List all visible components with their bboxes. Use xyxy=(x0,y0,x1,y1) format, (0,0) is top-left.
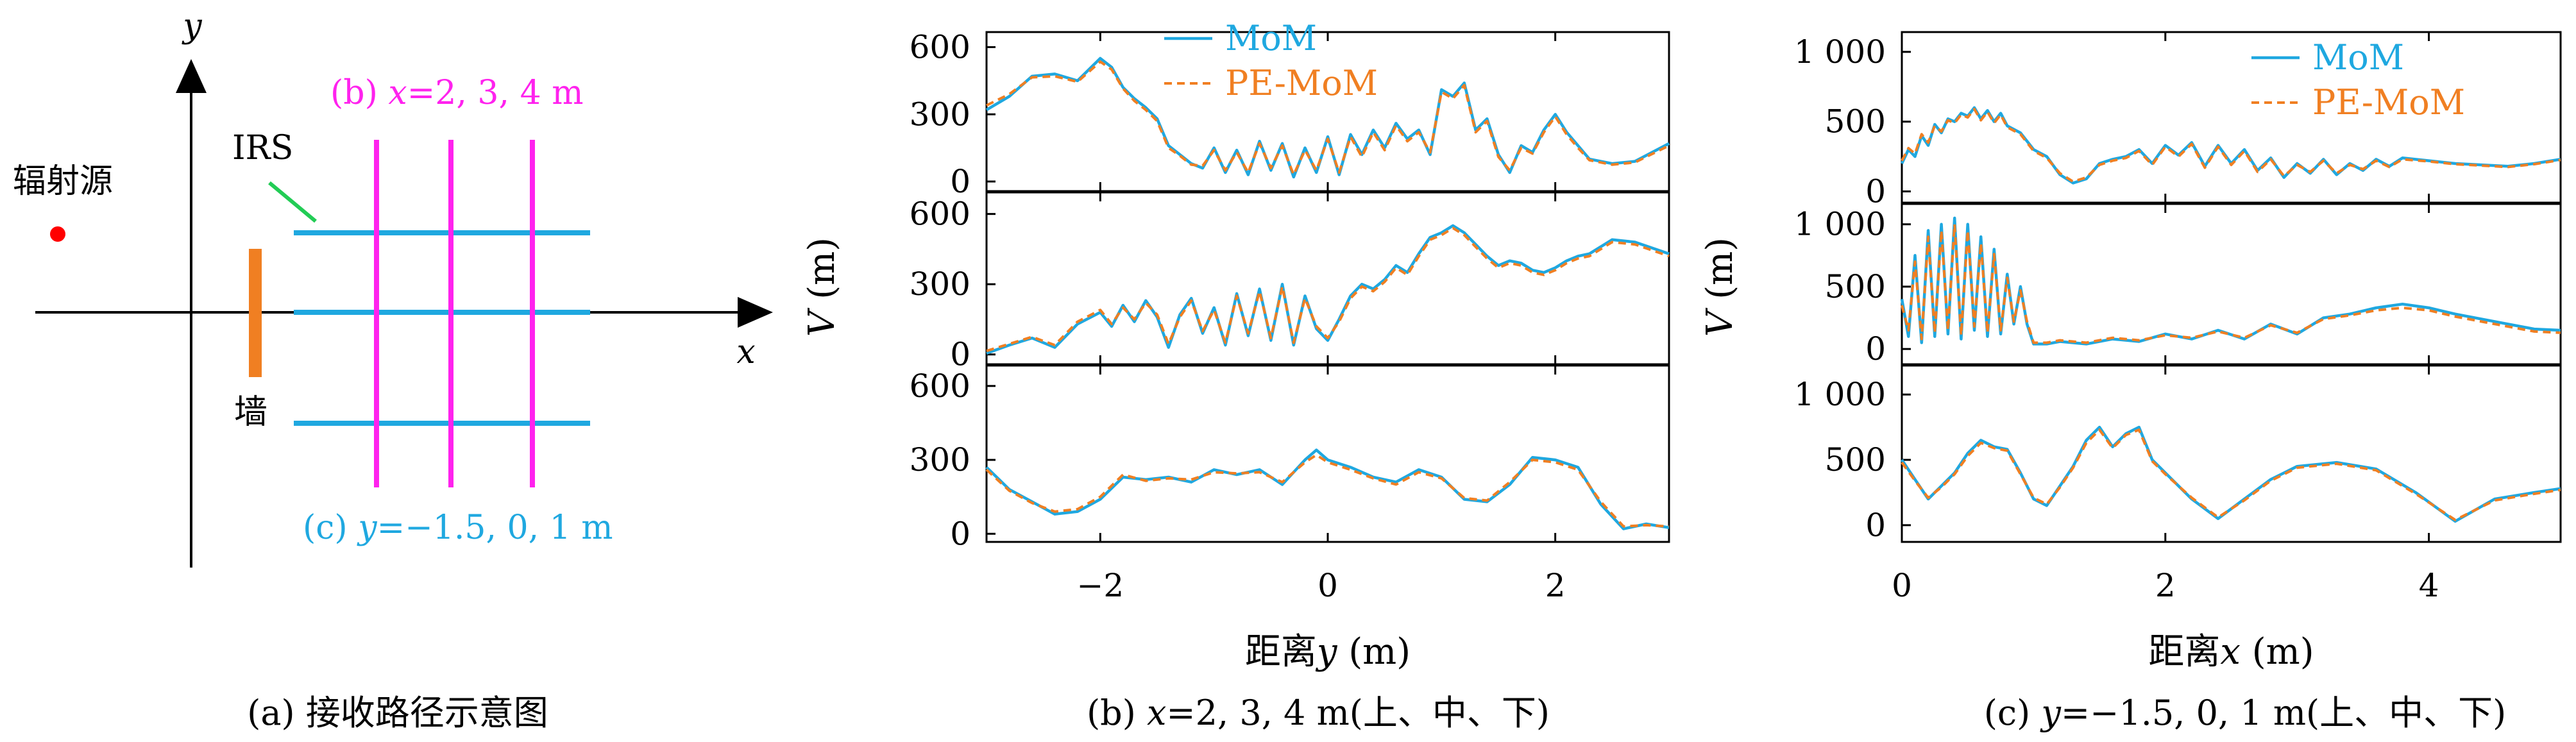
chart-c-panel-3-ytick-label: 0 xyxy=(1865,507,1886,544)
chart-c-panel-2-frame xyxy=(1901,203,2562,366)
chart-c-panel-3-ytick-label: 1 000 xyxy=(1794,376,1886,413)
chart-b-xtick-label: 0 xyxy=(1318,567,1338,604)
irs-label: IRS xyxy=(232,129,293,167)
chart-b-panel-1-series-mom xyxy=(985,56,1670,179)
chart-b-xtick-label: 2 xyxy=(1545,567,1566,604)
chart-c-panel-2-ytick-label: 1 000 xyxy=(1794,206,1886,243)
chart-c-xtick-label: 0 xyxy=(1892,567,1912,604)
chart-b-panel-1-series-pe-mom xyxy=(986,60,1670,176)
b-lines-label: (b) x=2, 3, 4 m xyxy=(330,74,584,112)
chart-b-panel-3-ytick-label: 300 xyxy=(910,441,970,478)
chart-c-panel-3-frame xyxy=(1901,364,2562,543)
caption-b: (b) x=2, 3, 4 m(上、中、下) xyxy=(1087,693,1550,733)
chart-b-panel-1-ytick-label: 600 xyxy=(910,28,970,65)
chart-c-panel-2-ytick-label: 0 xyxy=(1865,330,1886,367)
x-axis-arrow-icon xyxy=(738,297,773,328)
chart-c-panel-1-ytick-label: 0 xyxy=(1865,173,1886,210)
irs-pointer xyxy=(268,181,317,223)
chart-c-legend-pemom-label: PE-MoM xyxy=(2312,82,2465,122)
chart-c-panel-3-series-pe-mom xyxy=(1901,428,2561,521)
chart-b-panel-2-ytick-label: 0 xyxy=(950,336,970,373)
chart-c-xtick-label: 2 xyxy=(2155,567,2176,604)
chart-c-panel-1-ytick-label: 1 000 xyxy=(1794,33,1886,71)
chart-c-ylabel: V (m) xyxy=(1699,237,1741,337)
chart-b-panel-1-frame xyxy=(985,31,1670,192)
radiation-source-label: 辐射源 xyxy=(13,162,113,201)
c-lines-label: (c) y=−1.5, 0, 1 m xyxy=(303,509,613,547)
wall xyxy=(249,249,262,377)
y-axis-arrow-icon xyxy=(176,59,207,93)
radiation-source-marker xyxy=(50,226,65,242)
chart-b-panel-3-ytick-label: 0 xyxy=(950,515,970,552)
chart-b-legend-pemom-label: PE-MoM xyxy=(1225,63,1378,103)
x-axis-label: x xyxy=(736,333,755,371)
chart-b-xlabel: 距离y (m) xyxy=(1245,631,1411,673)
chart-c-panel-2-ytick-label: 500 xyxy=(1825,268,1886,305)
chart-b-panel-1-ytick-label: 0 xyxy=(950,163,970,200)
chart-b-panel-3-frame xyxy=(985,364,1670,543)
chart-b-panel-1-ytick-label: 300 xyxy=(910,96,970,133)
chart-b-panel-3-series-mom xyxy=(985,448,1670,530)
caption-a: (a) 接收路径示意图 xyxy=(247,693,548,733)
chart-c-xtick-label: 4 xyxy=(2419,567,2439,604)
chart-c-panel-2-series-pe-mom xyxy=(1901,223,2561,344)
chart-b-ylabel: V (m) xyxy=(801,237,843,337)
chart-b-panel-2-ytick-label: 300 xyxy=(910,266,970,303)
chart-c-xlabel: 距离x (m) xyxy=(2148,631,2314,673)
chart-b-xtick-label: −2 xyxy=(1076,567,1124,604)
y-axis-label: y xyxy=(182,7,202,46)
chart-c-panel-3-ytick-label: 500 xyxy=(1825,441,1886,478)
chart-b-panel-3-series-pe-mom xyxy=(985,453,1670,528)
chart-c-panel-1-frame xyxy=(1901,31,2562,204)
caption-c: (c) y=−1.5, 0, 1 m(上、中、下) xyxy=(1984,693,2506,733)
wall-label: 墙 xyxy=(234,393,267,432)
chart-b-panel-2-ytick-label: 600 xyxy=(910,196,970,233)
chart-c-panel-1-ytick-label: 500 xyxy=(1825,103,1886,140)
chart-c-panel-3-series-mom xyxy=(1901,425,2561,523)
chart-b-panel-3-ytick-label: 600 xyxy=(910,367,970,405)
chart-c-legend-mom-label: MoM xyxy=(2312,37,2404,78)
chart-c-panel-1-series-pe-mom xyxy=(1901,108,2561,183)
chart-b-legend-mom-label: MoM xyxy=(1225,18,1317,58)
path-diagram: y x 辐射源 墙 IRS (b) x=2, 3, 4 m (c) y=−1.5… xyxy=(13,7,773,568)
chart-b-panel-2-series-pe-mom xyxy=(986,226,1670,353)
chart-b-panel-2-series-mom xyxy=(986,224,1670,355)
